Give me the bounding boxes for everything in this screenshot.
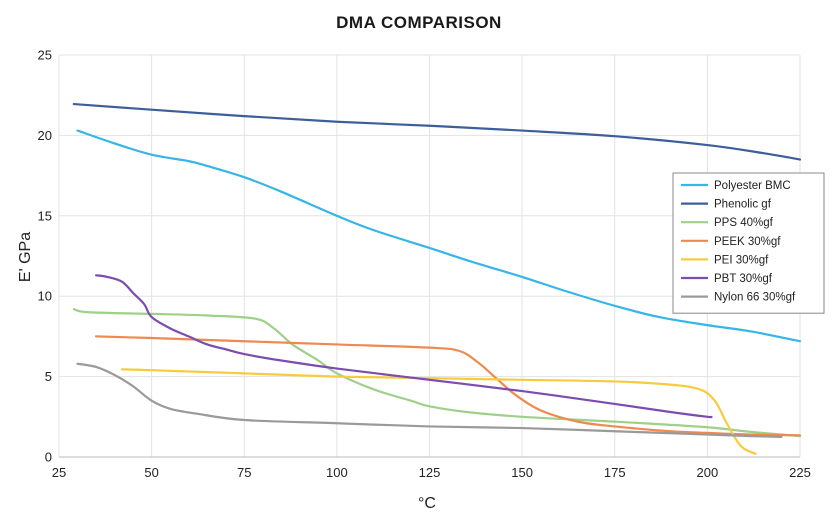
y-tick-label: 10 [38,289,52,304]
x-tick-label: 50 [144,465,158,480]
legend-label: Phenolic gf [714,199,772,211]
legend-box [672,172,825,314]
y-tick-label: 5 [45,369,52,384]
x-tick-label: 75 [237,465,251,480]
x-tick-label: 200 [697,465,719,480]
series-line-pps-40-gf [72,307,802,438]
y-tick-label: 0 [45,450,52,465]
series-line-pbt-30-gf [94,274,713,419]
legend-label: Nylon 66 30%gf [714,292,796,304]
legend-label: PPS 40%gf [714,217,774,229]
x-tick-label: 175 [604,465,626,480]
axes: 25 50 75 100 125 150 175 200 225 0 5 10 15 20 25 [38,48,811,481]
series-line-nylon-66-30-gf [76,362,783,438]
series-line-peek-30-gf [94,335,802,437]
x-tick-label: 100 [326,465,348,480]
legend: Polyester BMC Phenolic gf PPS 40%gf PEEK 30… [672,172,825,314]
legend-label: PEEK 30%gf [714,236,781,248]
x-tick-label: 225 [789,465,811,480]
y-tick-label: 25 [38,48,52,63]
legend-label: PEI 30%gf [714,254,769,266]
y-tick-label: 20 [38,128,52,143]
chart-title: DMA COMPARISON [336,13,502,32]
legend-label: Polyester BMC [714,180,791,192]
x-tick-label: 150 [511,465,533,480]
x-axis-label: °C [418,495,436,512]
series-line-polyester-bmc [76,129,802,343]
series-line-phenolic-gf [72,102,802,161]
y-axis-label: E' GPa [17,232,34,282]
x-tick-label: 125 [419,465,441,480]
series-lines [72,102,802,455]
x-tick-label: 25 [52,465,66,480]
legend-label: PBT 30%gf [714,273,773,285]
y-tick-label: 15 [38,208,52,223]
